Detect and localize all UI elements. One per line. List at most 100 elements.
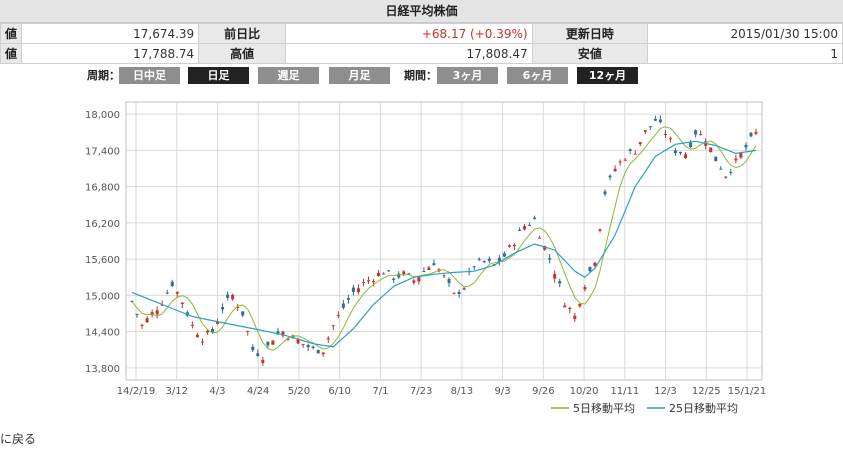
candle-body xyxy=(653,118,657,121)
quote-table: 値 17,674.39 前日比 +68.17 (+0.39%) 更新日時 201… xyxy=(0,23,843,64)
x-tick-label: 9/26 xyxy=(532,386,554,397)
ma25-line xyxy=(131,140,757,348)
candle-body xyxy=(563,305,567,308)
y-tick-label: 16,200 xyxy=(85,219,120,230)
x-tick-label: 8/13 xyxy=(451,386,473,397)
candle-body xyxy=(528,224,532,226)
low-label: 安値 xyxy=(531,43,649,64)
candle-body xyxy=(361,282,365,284)
x-tick-label: 12/25 xyxy=(692,386,721,397)
candle-body xyxy=(593,262,597,266)
candle-body xyxy=(432,263,436,266)
period-label: 周期： xyxy=(87,69,120,82)
candle-body xyxy=(256,353,260,356)
candle-body xyxy=(643,130,647,132)
x-tick-label: 7/1 xyxy=(372,386,388,397)
candle-body xyxy=(487,258,491,261)
candle-body xyxy=(663,133,667,135)
candle-body xyxy=(221,307,225,310)
candle-body xyxy=(598,229,602,231)
candle-body xyxy=(346,298,350,300)
range-6m-button[interactable]: 6ヶ月 xyxy=(507,67,568,84)
candle-body xyxy=(175,291,179,294)
low-value: 1 xyxy=(647,43,843,64)
period-intraday-button[interactable]: 日中足 xyxy=(119,67,180,84)
candle-body xyxy=(402,271,406,275)
range-12m-button[interactable]: 12ヶ月 xyxy=(577,67,638,84)
candle-body xyxy=(211,329,215,333)
candle-body xyxy=(578,304,582,307)
candle-body xyxy=(331,325,335,327)
candle-body xyxy=(568,307,572,310)
candle-body xyxy=(140,324,144,326)
updated-value: 2015/01/30 15:00 xyxy=(647,23,843,44)
candle-body xyxy=(482,261,486,263)
y-tick-label: 15,000 xyxy=(85,291,120,302)
candle-body xyxy=(367,280,371,282)
candle-body xyxy=(412,280,416,283)
candle-body xyxy=(497,257,501,262)
candle-body xyxy=(709,147,713,152)
candle-body xyxy=(724,176,728,178)
range-label: 期間： xyxy=(404,69,437,82)
candle-body xyxy=(623,159,627,161)
candle-body xyxy=(170,281,174,287)
candle-body xyxy=(372,281,376,283)
quote-row: 値 17,788.74 高値 17,808.47 安値 1 xyxy=(0,43,843,64)
candle-body xyxy=(457,291,461,294)
change-label: 前日比 xyxy=(198,23,287,44)
ma5-line xyxy=(131,126,757,351)
candle-body xyxy=(618,161,622,163)
candle-body xyxy=(729,171,733,173)
candle-body xyxy=(382,273,386,275)
candle-body xyxy=(633,153,637,155)
y-tick-label: 16,800 xyxy=(85,183,120,194)
range-3m-button[interactable]: 3ヶ月 xyxy=(437,67,498,84)
candle-body xyxy=(583,287,587,290)
candle-body xyxy=(502,253,506,257)
x-tick-label: 4/24 xyxy=(247,386,269,397)
back-link[interactable]: に戻る xyxy=(0,432,37,446)
candle-body xyxy=(673,150,677,154)
y-tick-label: 15,600 xyxy=(85,255,120,266)
open-price-label: 値 xyxy=(0,43,23,64)
candle-body xyxy=(296,339,300,344)
candle-body xyxy=(608,175,612,178)
candle-body xyxy=(628,149,632,151)
candle-body xyxy=(523,226,527,230)
period-weekly-button[interactable]: 週足 xyxy=(258,67,319,84)
candle-body xyxy=(266,342,270,346)
x-tick-label: 4/3 xyxy=(209,386,225,397)
candle-body xyxy=(658,119,662,123)
current-price-value: 17,674.39 xyxy=(21,23,200,44)
candle-body xyxy=(155,310,159,315)
candle-body xyxy=(442,275,446,277)
quote-row: 値 17,674.39 前日比 +68.17 (+0.39%) 更新日時 201… xyxy=(0,23,843,44)
candle-body xyxy=(246,330,250,332)
period-monthly-button[interactable]: 月足 xyxy=(329,67,390,84)
candle-body xyxy=(356,288,360,293)
x-tick-label: 3/12 xyxy=(165,386,187,397)
candle-body xyxy=(573,315,577,319)
candle-body xyxy=(734,158,738,161)
page-title: 日経平均株価 xyxy=(0,0,843,23)
candle-body xyxy=(387,270,391,272)
candle-body xyxy=(377,272,381,277)
candle-body xyxy=(613,168,617,172)
candle-body xyxy=(165,292,169,294)
legend-ma25-label: 25日移動平均 xyxy=(669,401,738,415)
candle-body xyxy=(714,156,718,162)
candle-body xyxy=(517,229,521,231)
open-price-value: 17,788.74 xyxy=(21,43,200,64)
candle-body xyxy=(588,266,592,271)
candle-body xyxy=(472,266,476,268)
period-daily-button[interactable]: 日足 xyxy=(188,67,249,84)
candle-body xyxy=(477,258,481,260)
x-tick-label: 5/20 xyxy=(288,386,310,397)
x-tick-label: 9/3 xyxy=(495,386,511,397)
candle-body xyxy=(543,246,547,250)
candle-body xyxy=(548,258,552,260)
updated-label: 更新日時 xyxy=(531,23,649,44)
candle-body xyxy=(538,237,542,239)
candle-body xyxy=(668,138,672,140)
